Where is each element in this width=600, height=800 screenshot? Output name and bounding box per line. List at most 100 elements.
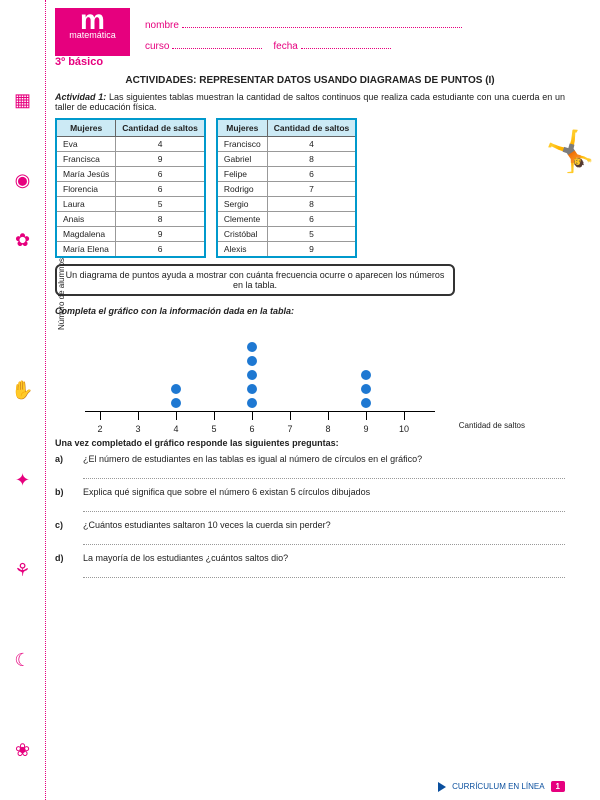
table-cell: Laura: [56, 197, 116, 212]
table-cell: Sergio: [217, 197, 267, 212]
brand-grade: 3º básico: [55, 56, 103, 68]
table-header: Cantidad de saltos: [116, 119, 205, 137]
table-cell: 6: [116, 167, 205, 182]
table-header: Cantidad de saltos: [267, 119, 356, 137]
page-title: ACTIVIDADES: REPRESENTAR DATOS USANDO DI…: [55, 75, 565, 86]
table-cell: 8: [267, 197, 356, 212]
chart-instruction: Completa el gráfico con la información d…: [55, 306, 565, 316]
table-row: Gabriel8: [217, 152, 356, 167]
name-label: nombre: [145, 20, 179, 31]
table-cell: 6: [267, 167, 356, 182]
chart-xlabel: Cantidad de saltos: [459, 421, 525, 430]
chart-dot: [247, 356, 257, 366]
date-label: fecha: [273, 41, 297, 52]
table-cell: 9: [116, 152, 205, 167]
table-cell: Gabriel: [217, 152, 267, 167]
brand-name: matemática: [55, 30, 130, 40]
table-cell: María Elena: [56, 242, 116, 258]
question-text: Explica qué significa que sobre el númer…: [83, 487, 565, 497]
chart-dot: [361, 384, 371, 394]
table-cell: Clemente: [217, 212, 267, 227]
table-row: Laura5: [56, 197, 205, 212]
table-row: Sergio8: [217, 197, 356, 212]
table-row: Cristóbal5: [217, 227, 356, 242]
question-text: La mayoría de los estudiantes ¿cuántos s…: [83, 553, 565, 563]
table-cell: Magdalena: [56, 227, 116, 242]
table-row: Clemente6: [217, 212, 356, 227]
axis-tick-label: 5: [211, 424, 216, 434]
brand-letter: m: [55, 8, 130, 30]
name-input-line[interactable]: [182, 27, 462, 28]
table-cell: Eva: [56, 137, 116, 152]
doodle-icon: ✋: [0, 380, 45, 401]
table-row: Felipe6: [217, 167, 356, 182]
chart-dot: [171, 384, 181, 394]
axis-tick: [176, 412, 177, 420]
question-id: c): [55, 520, 69, 530]
header-fields: nombre curso fecha: [145, 20, 462, 52]
table-right: Mujeres Cantidad de saltos Francisco4Gab…: [216, 118, 357, 258]
page-number: 1: [551, 781, 565, 792]
chart-dot: [361, 370, 371, 380]
tables-row: Mujeres Cantidad de saltos Eva4Francisca…: [55, 118, 565, 258]
doodle-icon: ✦: [0, 470, 45, 491]
axis-tick-label: 6: [249, 424, 254, 434]
table-row: Francisca9: [56, 152, 205, 167]
axis-tick: [290, 412, 291, 420]
activity-label: Actividad 1:: [55, 92, 106, 102]
axis-tick: [100, 412, 101, 420]
axis-tick-label: 7: [287, 424, 292, 434]
table-row: Eva4: [56, 137, 205, 152]
axis-tick-label: 9: [363, 424, 368, 434]
chart-dot: [247, 384, 257, 394]
axis-tick: [366, 412, 367, 420]
table-cell: 6: [116, 242, 205, 258]
doodle-icon: ◉: [0, 170, 45, 191]
axis-tick: [214, 412, 215, 420]
axis-tick: [138, 412, 139, 420]
answer-line[interactable]: [83, 468, 565, 479]
table-row: Rodrigo7: [217, 182, 356, 197]
table-cell: 5: [116, 197, 205, 212]
answer-line[interactable]: [83, 501, 565, 512]
table-cell: 5: [267, 227, 356, 242]
chart-dot: [361, 398, 371, 408]
table-header: Mujeres: [56, 119, 116, 137]
doodle-icon: ✿: [0, 230, 45, 251]
table-cell: 4: [267, 137, 356, 152]
table-cell: Cristóbal: [217, 227, 267, 242]
question-row: d) La mayoría de los estudiantes ¿cuántos…: [55, 553, 565, 563]
question-text: ¿El número de estudiantes en las tablas …: [83, 454, 565, 464]
doodle-icon: ▦: [0, 90, 45, 111]
axis-tick: [328, 412, 329, 420]
table-cell: 8: [116, 212, 205, 227]
table-cell: 9: [116, 227, 205, 242]
course-input-line[interactable]: [172, 48, 262, 49]
table-cell: Alexis: [217, 242, 267, 258]
answer-line[interactable]: [83, 567, 565, 578]
table-row: Francisco4: [217, 137, 356, 152]
answer-line[interactable]: [83, 534, 565, 545]
brand-logo: m matemática: [55, 8, 130, 56]
table-cell: 4: [116, 137, 205, 152]
date-input-line[interactable]: [301, 48, 391, 49]
doodle-icon: ☾: [0, 650, 45, 671]
axis-tick-label: 8: [325, 424, 330, 434]
table-row: Magdalena9: [56, 227, 205, 242]
table-cell: María Jesús: [56, 167, 116, 182]
axis-tick: [404, 412, 405, 420]
activity-description: Actividad 1: Las siguientes tablas muest…: [55, 92, 565, 112]
question-id: d): [55, 553, 69, 563]
question-row: a)¿El número de estudiantes en las tabla…: [55, 454, 565, 464]
table-cell: 7: [267, 182, 356, 197]
table-row: María Jesús6: [56, 167, 205, 182]
table-cell: Anais: [56, 212, 116, 227]
chart-dot: [247, 342, 257, 352]
table-cell: 9: [267, 242, 356, 258]
chart-ylabel: Número de alumnos: [57, 258, 66, 330]
chart-dot: [247, 370, 257, 380]
info-note: Un diagrama de puntos ayuda a mostrar co…: [55, 264, 455, 296]
table-cell: Francisco: [217, 137, 267, 152]
table-row: Alexis9: [217, 242, 356, 258]
doodle-icon: ⚘: [0, 560, 45, 581]
